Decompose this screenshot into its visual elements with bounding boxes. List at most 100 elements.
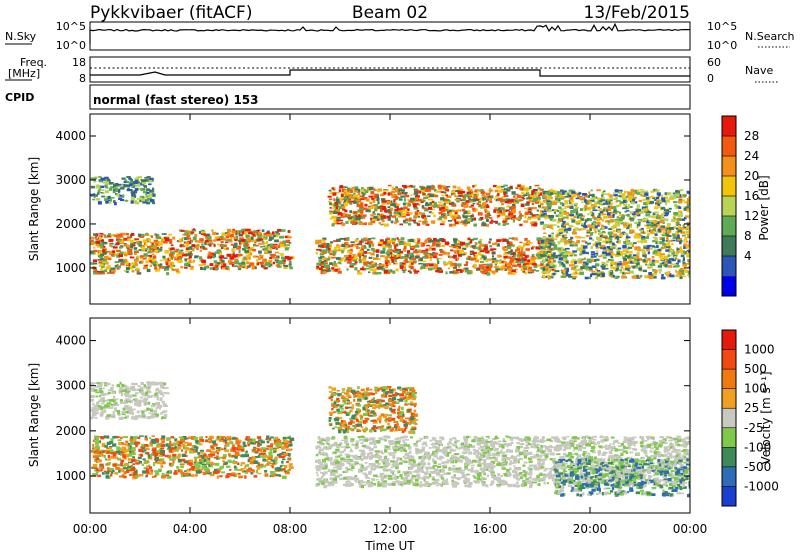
- heatmap-cell: [579, 254, 582, 256]
- heatmap-cell: [435, 270, 439, 272]
- heatmap-cell: [350, 194, 353, 197]
- heatmap-cell: [154, 410, 157, 412]
- heatmap-cell: [394, 211, 399, 214]
- heatmap-cell: [648, 272, 652, 275]
- heatmap-cell: [667, 232, 670, 234]
- heatmap-cell: [286, 244, 290, 246]
- heatmap-cell: [93, 250, 97, 252]
- heatmap-cell: [571, 218, 575, 220]
- heatmap-cell: [220, 236, 224, 238]
- heatmap-cell: [96, 198, 101, 201]
- heatmap-cell: [601, 199, 605, 201]
- heatmap-cell: [618, 248, 622, 250]
- heatmap-cell: [387, 246, 392, 248]
- heatmap-cell: [433, 256, 438, 258]
- heatmap-cell: [191, 232, 194, 234]
- heatmap-cell: [133, 383, 138, 385]
- heatmap-cell: [533, 198, 538, 201]
- heatmap-cell: [452, 210, 455, 213]
- heatmap-cell: [622, 207, 627, 209]
- heatmap-cell: [396, 243, 398, 245]
- heatmap-cell: [659, 256, 664, 258]
- heatmap-cell: [324, 260, 327, 263]
- heatmap-cell: [625, 201, 628, 203]
- heatmap-cell: [650, 201, 655, 204]
- heatmap-cell: [328, 201, 331, 203]
- heatmap-cell: [180, 244, 183, 247]
- heatmap-cell: [415, 256, 420, 258]
- heatmap-cell: [543, 268, 545, 270]
- heatmap-cell: [581, 237, 586, 239]
- heatmap-cell: [143, 417, 147, 419]
- heatmap-cell: [371, 254, 375, 256]
- heatmap-cell: [98, 176, 101, 178]
- heatmap-cell: [400, 251, 403, 253]
- heatmap-cell: [364, 204, 367, 207]
- heatmap-cell: [464, 224, 467, 226]
- heatmap-cell: [528, 211, 532, 213]
- heatmap-cell: [504, 192, 506, 195]
- heatmap-cell: [665, 212, 669, 214]
- heatmap-cell: [591, 190, 593, 192]
- heatmap-cell: [456, 269, 461, 271]
- heatmap-cell: [289, 265, 292, 267]
- heatmap-cell: [464, 264, 468, 266]
- heatmap-cell: [476, 208, 478, 211]
- heatmap-cell: [659, 220, 664, 223]
- heatmap-cell: [232, 249, 236, 252]
- heatmap-cell: [684, 243, 687, 246]
- heatmap-cell: [662, 262, 665, 264]
- heatmap-cell: [394, 209, 398, 211]
- heatmap-cell: [477, 190, 479, 192]
- heatmap-cell: [454, 219, 456, 222]
- heatmap-cell: [373, 257, 378, 260]
- heatmap-cell: [336, 199, 340, 202]
- heatmap-cell: [158, 383, 163, 385]
- heatmap-cell: [594, 228, 597, 231]
- heatmap-cell: [140, 397, 143, 399]
- heatmap-cell: [239, 234, 242, 236]
- heatmap-cell: [449, 224, 452, 227]
- heatmap-cell: [643, 208, 648, 211]
- heatmap-cell: [209, 252, 212, 255]
- heatmap-cell: [537, 210, 539, 212]
- heatmap-cell: [486, 269, 491, 272]
- heatmap-cell: [394, 246, 396, 249]
- heatmap-cell: [360, 213, 363, 216]
- heatmap-cell: [470, 200, 473, 202]
- cpid-label: CPID: [5, 91, 34, 104]
- heatmap-cell: [478, 201, 482, 203]
- heatmap-cell: [117, 384, 121, 387]
- heatmap-cell: [125, 238, 127, 240]
- heatmap-cell: [154, 393, 157, 396]
- heatmap-cell: [162, 256, 165, 259]
- heatmap-cell: [409, 266, 412, 268]
- heatmap-cell: [614, 209, 617, 211]
- heatmap-cell: [545, 192, 548, 194]
- heatmap-cell: [450, 256, 453, 259]
- heatmap-cell: [591, 256, 594, 258]
- heatmap-cell: [207, 236, 212, 239]
- heatmap-cell: [417, 241, 420, 244]
- heatmap-cell: [581, 240, 585, 242]
- heatmap-cell: [128, 253, 132, 255]
- heatmap-cell: [552, 219, 556, 222]
- heatmap-cell: [105, 181, 109, 185]
- heatmap-cell: [576, 269, 580, 271]
- heatmap-cell: [639, 268, 642, 270]
- nsearch-label: N.Search: [745, 30, 795, 43]
- heatmap-cell: [109, 239, 114, 242]
- heatmap-cell: [640, 275, 643, 278]
- heatmap-cell: [461, 254, 465, 256]
- heatmap-cell: [504, 199, 507, 201]
- heatmap-cell: [558, 218, 560, 221]
- heatmap-cell: [678, 225, 680, 229]
- heatmap-cell: [536, 254, 540, 257]
- heatmap-cell: [566, 251, 570, 254]
- heatmap-cell: [137, 198, 141, 200]
- heatmap-cell: [636, 234, 639, 237]
- heatmap-cell: [595, 244, 598, 247]
- heatmap-cell: [169, 258, 172, 260]
- heatmap-cell: [113, 191, 116, 193]
